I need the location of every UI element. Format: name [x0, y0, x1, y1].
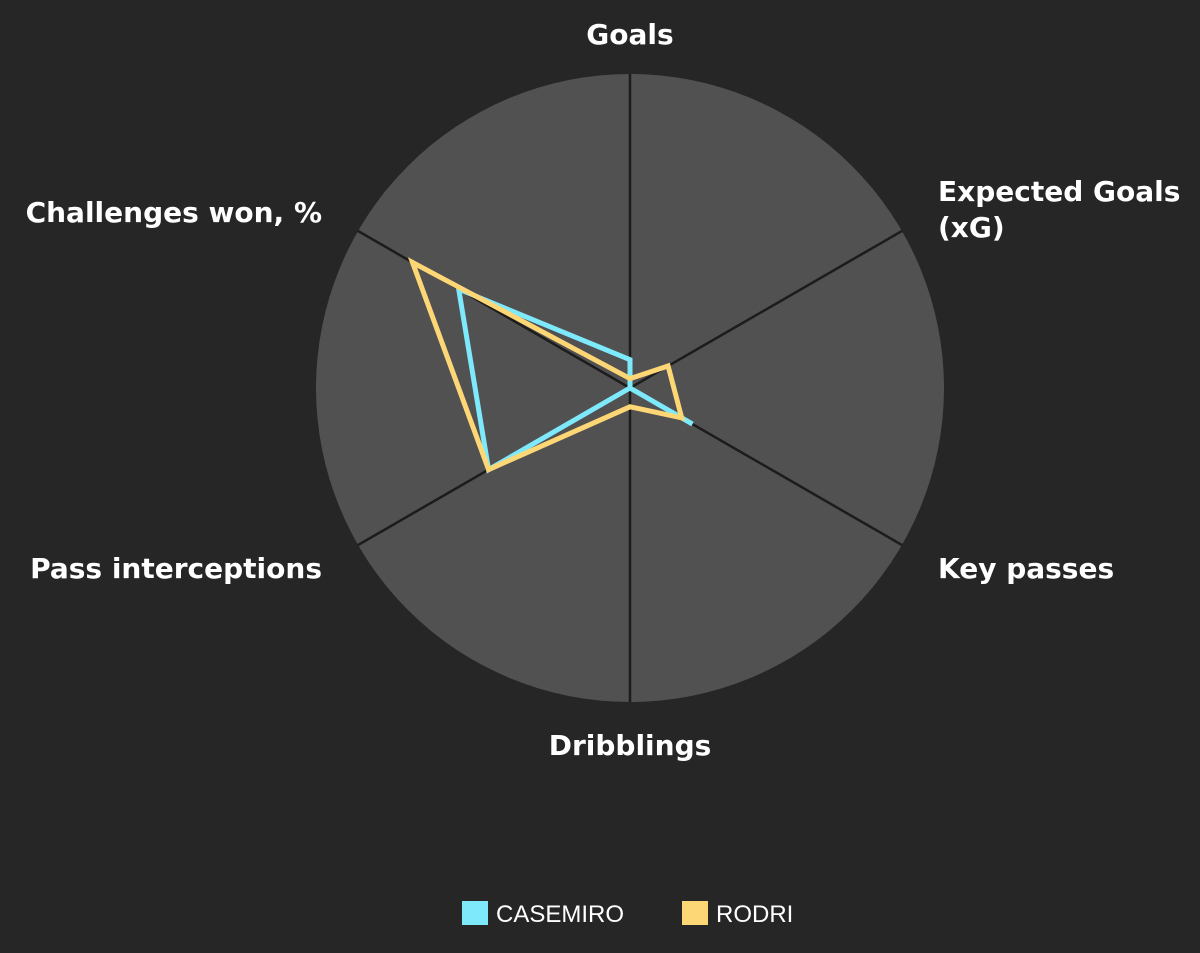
series-rodri — [407, 257, 686, 473]
legend-label-casemiro: CASEMIRO — [496, 901, 624, 928]
axis-label: Key passes — [938, 552, 1114, 585]
axis-label-line: (xG) — [938, 211, 1005, 244]
axis-label: Dribblings — [549, 729, 712, 762]
axis-label-line: Pass interceptions — [30, 552, 322, 585]
axis-label-line: Dribblings — [549, 729, 712, 762]
legend-swatch-casemiro — [462, 901, 488, 925]
axis-label-line: Expected Goals — [938, 175, 1180, 208]
axis-line-1 — [629, 229, 903, 390]
axis-label: Goals — [586, 18, 673, 51]
axis-label-line: Key passes — [938, 552, 1114, 585]
axis-label: Challenges won, % — [26, 196, 322, 229]
axis-label-line: Goals — [586, 18, 673, 51]
axis-line-5 — [357, 229, 631, 390]
axis-label-line: Challenges won, % — [26, 196, 322, 229]
legend-label-rodri: RODRI — [716, 901, 793, 928]
legend-swatch-rodri — [682, 901, 708, 925]
axis-label: Pass interceptions — [30, 552, 322, 585]
axis-label: Expected Goals (xG) — [938, 175, 1180, 244]
